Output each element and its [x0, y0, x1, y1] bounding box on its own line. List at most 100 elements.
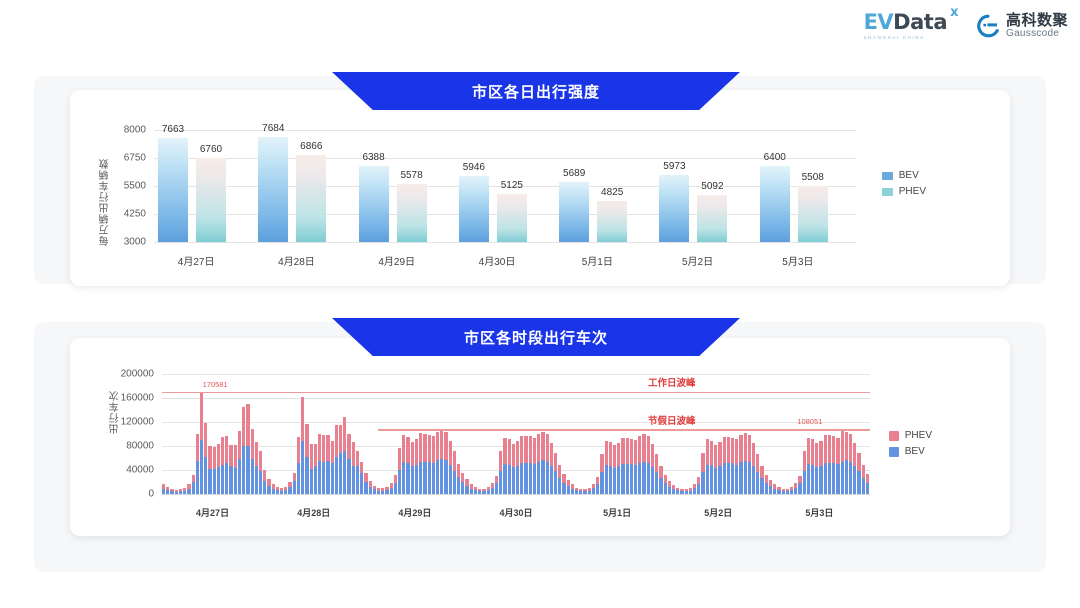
- chart2-stacked-bar: [667, 481, 671, 494]
- chart2-seg-phev: [372, 485, 376, 490]
- chart-daily-intensity: 每万辆出行车辆数 3000 4250 5500 6750 8000 7663 6760 4月2…: [96, 122, 926, 272]
- chart2-stacked-bar: [364, 473, 368, 494]
- gausscode-logo: 高科数聚 Gausscode: [976, 13, 1068, 39]
- chart2-seg-bev: [827, 462, 832, 494]
- chart2-seg-bev: [709, 465, 714, 494]
- chart2-y-tick: 40000: [126, 464, 154, 476]
- chart2-seg-bev: [313, 466, 317, 494]
- chart1-bar-group: 6400 5508: [756, 130, 856, 242]
- legend-swatch-icon: [881, 187, 893, 196]
- chart2-stacked-bar: [532, 438, 537, 494]
- chart2-seg-phev: [444, 431, 448, 461]
- chart2-seg-bev: [440, 459, 444, 494]
- chart1-value-label: 5973: [663, 161, 686, 173]
- chart2-stacked-bar: [798, 476, 802, 494]
- chart2-stacked-bar: [697, 476, 701, 494]
- chart2-stacked-bar: [768, 480, 773, 494]
- chart2-seg-bev: [229, 465, 233, 494]
- chart2-seg-phev: [756, 453, 760, 472]
- chart2-stacked-bar: [419, 433, 423, 494]
- chart1-value-label: 5508: [801, 171, 824, 183]
- chart2-stacked-bar: [414, 439, 419, 494]
- chart2-seg-phev: [608, 441, 612, 466]
- chart2-legend-item-phev[interactable]: PHEV: [888, 430, 932, 441]
- chart2-seg-phev: [360, 462, 364, 473]
- chart2-seg-bev: [414, 464, 419, 494]
- chart2-seg-phev: [596, 476, 600, 484]
- chart2-legend-item-bev[interactable]: BEV: [888, 446, 932, 457]
- chart1-value-label: 6400: [763, 151, 786, 163]
- chart2-seg-bev: [570, 488, 575, 494]
- chart2-seg-bev: [642, 461, 646, 494]
- chart2-stacked-bar: [393, 474, 398, 494]
- chart2-seg-phev: [275, 487, 280, 491]
- chart2-seg-phev: [507, 439, 511, 465]
- chart1-legend-item-bev[interactable]: BEV: [881, 170, 926, 181]
- chart2-seg-bev: [756, 471, 760, 494]
- chart2-seg-bev: [646, 462, 650, 494]
- chart2-seg-bev: [714, 467, 718, 494]
- chart1-y-axis-label: 每万辆出行车辆数: [100, 158, 111, 246]
- chart2-seg-phev: [330, 440, 334, 463]
- chart2-seg-phev: [465, 479, 469, 486]
- chart2-seg-phev: [693, 483, 697, 489]
- chart2-stacked-bar: [832, 435, 836, 494]
- chart2-seg-phev: [562, 474, 566, 483]
- chart2-stacked-bar: [579, 488, 583, 494]
- chart2-seg-bev: [528, 462, 532, 494]
- legend-label: BEV: [898, 170, 919, 181]
- chart2-seg-bev: [368, 486, 372, 494]
- chart2-x-tick: 5月3日: [805, 508, 834, 518]
- chart2-seg-phev: [739, 435, 743, 463]
- chart2-seg-bev: [482, 491, 486, 494]
- chart2-stacked-bar: [402, 434, 406, 494]
- chart2-seg-bev: [406, 463, 410, 494]
- chart2-seg-phev: [629, 438, 634, 464]
- chart2-stacked-bar: [195, 434, 199, 494]
- chart2-seg-phev: [545, 434, 549, 462]
- legend-swatch-icon: [888, 430, 899, 441]
- chart2-seg-phev: [221, 437, 225, 466]
- evdata-prefix: EV: [863, 10, 894, 34]
- chart2-seg-bev: [541, 460, 545, 494]
- chart2-seg-phev: [178, 489, 183, 492]
- chart2-seg-bev: [191, 482, 195, 494]
- chart1-legend-item-phev[interactable]: PHEV: [881, 186, 926, 197]
- chart2-stacked-bar: [296, 437, 301, 494]
- chart2-seg-phev: [457, 464, 461, 478]
- chart2-seg-phev: [191, 474, 195, 482]
- chart2-seg-phev: [832, 435, 836, 463]
- chart2-seg-bev: [612, 467, 617, 494]
- chart2-stacked-bar: [305, 423, 309, 494]
- chart2-seg-phev: [398, 448, 402, 470]
- chart2-seg-bev: [524, 462, 528, 494]
- chart2-y-tick: 0: [148, 488, 154, 500]
- chart2-seg-bev: [195, 461, 199, 494]
- chart2-seg-phev: [250, 429, 254, 460]
- chart2-seg-phev: [393, 474, 398, 483]
- chart2-seg-bev: [545, 461, 549, 494]
- chart2-seg-bev: [486, 490, 490, 494]
- chart2-seg-bev: [861, 477, 865, 494]
- chart2-seg-phev: [570, 484, 575, 489]
- chart-hourly-trips: 出行车次 0 40000 80000 120000 160000 200000 4月27日 4…: [100, 368, 932, 528]
- chart2-seg-bev: [747, 462, 752, 494]
- chart2-seg-phev: [823, 435, 827, 463]
- chart2-seg-phev: [174, 489, 178, 492]
- chart2-seg-phev: [170, 488, 174, 492]
- chart2-seg-phev: [621, 438, 625, 464]
- chart2-stacked-bar: [811, 438, 815, 494]
- chart2-stacked-bar: [225, 436, 229, 494]
- chart2-seg-phev: [309, 444, 313, 469]
- chart2-seg-bev: [743, 461, 747, 494]
- chart1-value-label: 5689: [563, 167, 586, 179]
- chart2-stacked-bar: [671, 484, 676, 494]
- chart2-seg-phev: [646, 436, 650, 463]
- chart2-stacked-bar: [650, 444, 655, 494]
- chart2-seg-bev: [233, 467, 237, 494]
- chart2-seg-bev: [617, 466, 621, 494]
- chart2-seg-phev: [655, 453, 659, 472]
- chart2-seg-phev: [305, 423, 309, 457]
- chart2-x-tick: 4月30日: [499, 508, 533, 518]
